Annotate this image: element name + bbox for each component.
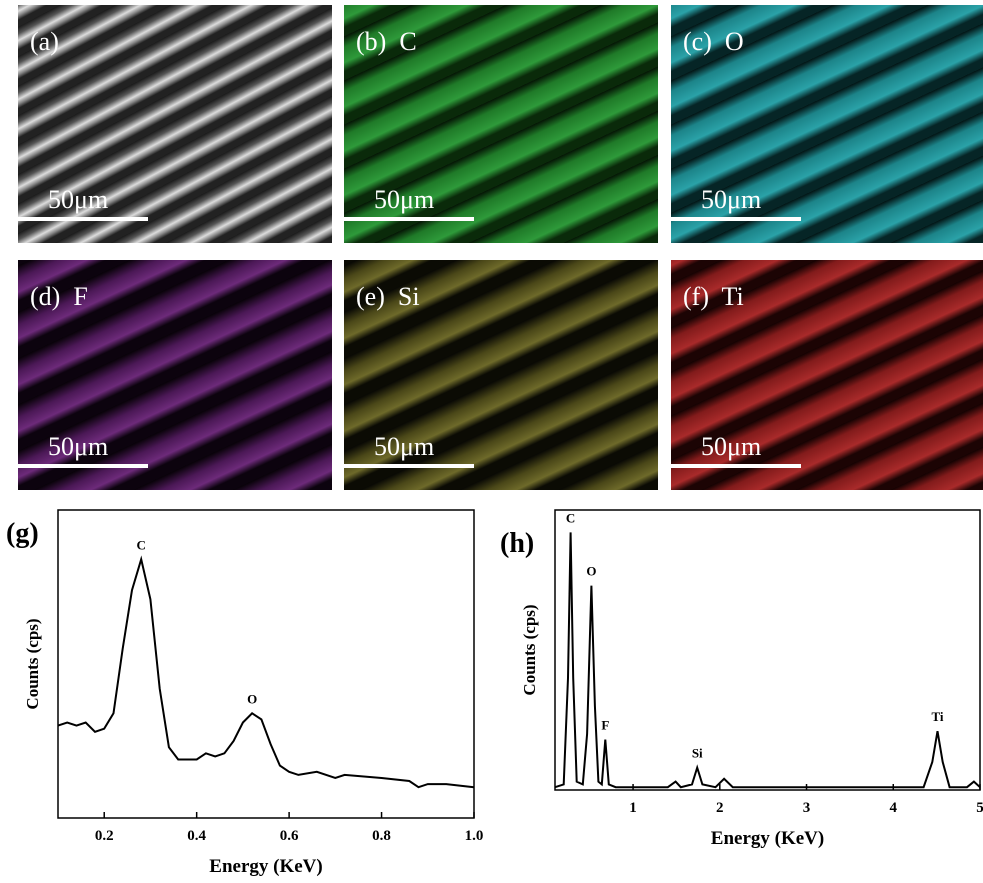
scale-bar-label: 50μm (701, 432, 761, 462)
scale-bar-label: 50μm (48, 185, 108, 215)
scale-bar (18, 464, 148, 468)
panel-label: (b) C (356, 27, 417, 57)
scale-bar (344, 464, 474, 468)
panel-label: (d) F (30, 282, 88, 312)
eds-map: (e) Si 50μm (344, 260, 658, 490)
x-tick-label: 3 (803, 800, 811, 816)
x-tick-label: 4 (890, 800, 898, 816)
peak-label: Ti (931, 709, 943, 724)
x-tick-label: 1.0 (465, 828, 484, 844)
panel-label: (e) Si (356, 282, 420, 312)
scale-bar-label: 50μm (48, 432, 108, 462)
scale-bar (671, 217, 801, 221)
x-tick-label: 1 (629, 800, 637, 816)
peak-label: F (601, 718, 609, 733)
scale-bar (18, 217, 148, 221)
scale-bar (671, 464, 801, 468)
peak-label: C (566, 510, 575, 525)
scale-bar (344, 217, 474, 221)
eds-map: (d) F 50μm (18, 260, 332, 490)
peak-label: Si (692, 746, 703, 761)
panel-label: (g) (6, 518, 39, 549)
page: (a) 50μm (b) C 50μm (c) O 50μm (d) F 50μm (e… (0, 0, 983, 883)
x-tick-label: 2 (716, 800, 724, 816)
eds-map: (f) Ti 50μm (671, 260, 983, 490)
peak-label: O (586, 564, 596, 579)
panel-label: (c) O (683, 27, 744, 57)
x-axis-label: Energy (KeV) (711, 828, 824, 849)
eds-map: (c) O 50μm (671, 5, 983, 243)
peak-label: C (137, 537, 146, 552)
x-tick-label: 0.8 (372, 828, 391, 844)
spectrum-line (555, 532, 980, 787)
panel-label: (a) (30, 27, 59, 57)
x-tick-label: 0.4 (187, 828, 206, 844)
x-tick-label: 5 (976, 800, 983, 816)
scale-bar-label: 50μm (374, 432, 434, 462)
plot-frame (555, 510, 980, 790)
y-axis-label: Counts (cps) (520, 604, 539, 695)
scale-bar-label: 50μm (701, 185, 761, 215)
sem-image: (a) 50μm (18, 5, 332, 243)
spectra: (g) 0.2 0.4 0.6 0.8 1.0 Energy (KeV) Counts (cp… (0, 490, 983, 883)
x-axis-label: Energy (KeV) (209, 856, 322, 877)
eds-map: (b) C 50μm (344, 5, 658, 243)
panel-label: (h) (500, 528, 534, 559)
panel-label: (f) Ti (683, 282, 744, 312)
scale-bar-label: 50μm (374, 185, 434, 215)
x-tick-label: 0.6 (280, 828, 299, 844)
spectrum-line (58, 559, 474, 787)
x-tick-label: 0.2 (95, 828, 114, 844)
peak-label: O (247, 691, 257, 706)
y-axis-label: Counts (cps) (23, 618, 42, 709)
